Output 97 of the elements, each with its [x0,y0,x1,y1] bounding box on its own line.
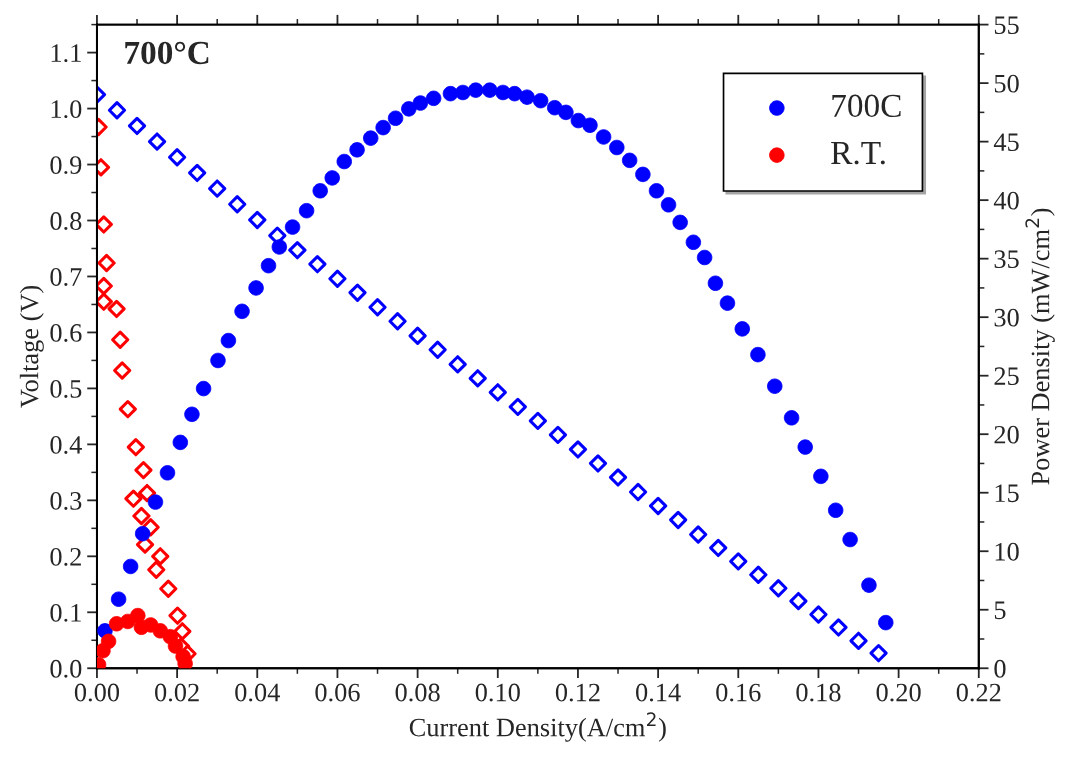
point [368,298,387,317]
point [448,355,467,374]
y2-tick-label: 40 [993,191,1019,210]
point [869,644,888,663]
annotation: 700°C [125,41,209,65]
y2-tick-label: 35 [994,250,1019,269]
y-tick-label: 0.7 [50,268,82,286]
y2-tick-label: 25 [994,367,1019,386]
point [849,631,868,650]
y-tick-label: 0.8 [50,212,82,231]
y-tick-label: 0.3 [50,491,82,510]
point [118,399,137,419]
point [709,538,728,558]
point [348,283,367,302]
x-tick-label: 0.00 [74,683,120,702]
point [124,489,143,508]
y2-tick-label: 0 [994,659,1006,678]
point [428,340,447,359]
point [228,195,247,214]
y-tick-label: 0.2 [50,547,81,566]
point [769,579,788,598]
x-tick-label: 0.22 [956,683,1001,702]
point [132,506,151,526]
x-tick-label: 0.10 [475,683,520,702]
y-tick-label: 0.5 [50,380,82,398]
point [829,618,848,637]
legend-label: R.T. [831,142,885,165]
x-tick-label: 0.04 [235,683,280,702]
point [147,560,166,579]
point [328,269,347,288]
y2-tick-label: 50 [994,74,1019,93]
x-tick-label: 0.16 [716,683,761,702]
y-tick-label: 0.1 [50,603,81,622]
point [111,330,130,349]
point [789,591,808,611]
y2-tick-label: 30 [994,308,1019,327]
x-tick-label: 0.06 [315,683,360,702]
x-tick-label: 0.12 [555,683,600,702]
y-tick-label: 0.0 [50,659,82,678]
y2-tick-label: 20 [994,425,1019,444]
y2-tick-label: 55 [994,16,1019,35]
point [588,454,608,473]
point [388,312,407,331]
point [648,496,668,516]
point [689,525,708,544]
point [248,210,267,230]
point [127,116,147,136]
point [173,622,192,641]
y2-tick-label: 5 [994,601,1006,620]
point [107,101,127,120]
point [96,215,113,234]
point [729,552,748,571]
point [147,132,167,151]
y-tick-label: 0.4 [50,435,82,454]
point [96,292,113,311]
point [468,369,487,388]
point [188,163,207,183]
point [408,326,427,345]
point [134,460,153,480]
point [568,440,588,459]
y-axis-title: Voltage (V) [19,285,44,408]
y-tick-label: 1.1 [51,44,81,63]
y2-tick-label: 45 [993,133,1019,152]
x-tick-label: 0.02 [155,683,199,702]
point [208,179,227,198]
x-tick-label: 0.18 [796,683,841,702]
x-tick-label: 0.20 [876,683,921,702]
x-axis-title: Current Density(A/cm$^{2}$) [409,712,666,742]
point [159,579,178,598]
point [113,361,132,380]
y2-tick-label: 15 [995,484,1019,503]
point [168,606,187,625]
point [107,299,126,319]
point [151,547,170,566]
point [548,425,568,444]
y-tick-label: 0.9 [50,156,82,175]
point [508,397,527,417]
point [288,241,307,260]
point [628,482,648,502]
point [528,411,547,431]
point [749,565,768,584]
y-tick-label: 1.0 [51,100,82,119]
point [308,255,327,274]
y-tick-label: 0.6 [50,324,82,342]
y2-axis-title: Power Density (mW/cm$^{2}$) [1025,208,1055,485]
point [669,510,688,530]
legend-label: 700C [832,94,901,118]
point [488,383,507,402]
point [809,605,828,624]
x-tick-label: 0.14 [636,683,681,702]
point [97,253,116,273]
point [167,148,187,167]
point [96,276,113,296]
x-tick-label: 0.08 [395,683,440,702]
point [608,468,628,487]
point [126,438,145,457]
y2-tick-label: 10 [995,542,1019,561]
